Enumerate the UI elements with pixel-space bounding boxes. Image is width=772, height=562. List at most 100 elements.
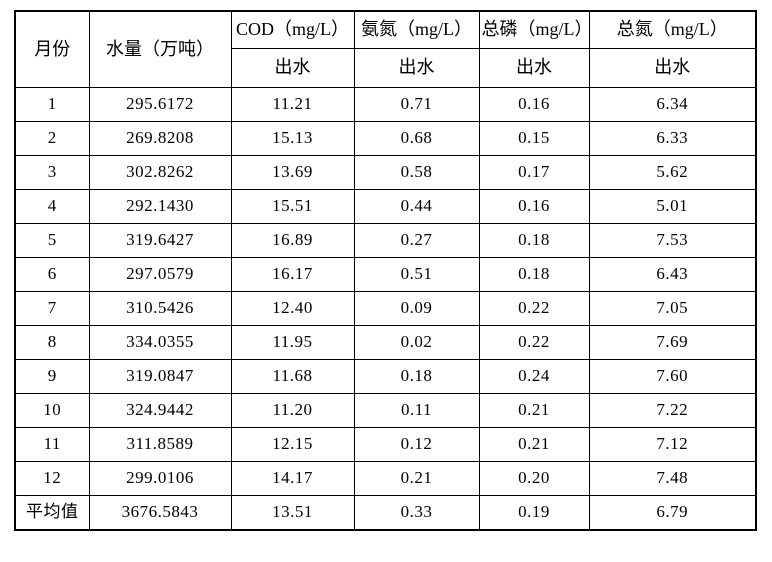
table-row: 4 292.1430 15.51 0.44 0.16 5.01 (14, 189, 757, 224)
table-cell: 14.17 (230, 461, 355, 496)
table-cell: 0.02 (353, 325, 480, 360)
table-cell: 3 (14, 155, 90, 190)
table-row: 10 324.9442 11.20 0.11 0.21 7.22 (14, 393, 757, 428)
table-cell: 7.53 (588, 223, 757, 258)
subheader-cod-effluent: 出水 (230, 48, 355, 88)
table-cell: 11.20 (230, 393, 355, 428)
table-row: 11 311.8589 12.15 0.12 0.21 7.12 (14, 427, 757, 462)
table-cell: 7.60 (588, 359, 757, 394)
table-cell: 0.18 (478, 223, 590, 258)
table-cell: 0.15 (478, 121, 590, 156)
table-cell: 0.21 (478, 393, 590, 428)
table-cell: 0.33 (353, 495, 480, 531)
table-cell: 0.21 (353, 461, 480, 496)
table-cell: 16.17 (230, 257, 355, 292)
table-cell: 299.0106 (88, 461, 232, 496)
table-cell: 0.58 (353, 155, 480, 190)
table-cell: 0.16 (478, 87, 590, 122)
table-cell: 0.18 (353, 359, 480, 394)
table-cell: 7.22 (588, 393, 757, 428)
table-cell: 0.24 (478, 359, 590, 394)
table-cell: 7.05 (588, 291, 757, 326)
table-cell: 319.0847 (88, 359, 232, 394)
table-cell: 0.21 (478, 427, 590, 462)
table-row: 8 334.0355 11.95 0.02 0.22 7.69 (14, 325, 757, 360)
table-cell: 269.8208 (88, 121, 232, 156)
subheader-ammonia-effluent: 出水 (353, 48, 480, 88)
table-cell: 12.40 (230, 291, 355, 326)
table-cell: 0.51 (353, 257, 480, 292)
table-cell: 0.44 (353, 189, 480, 224)
table-row: 6 297.0579 16.17 0.51 0.18 6.43 (14, 257, 757, 292)
table-cell: 6.33 (588, 121, 757, 156)
table-cell: 12.15 (230, 427, 355, 462)
table-cell: 0.22 (478, 291, 590, 326)
table-cell: 0.16 (478, 189, 590, 224)
table-header-row-effluent: 出水 出水 出水 出水 (15, 48, 757, 88)
table-cell: 319.6427 (88, 223, 232, 258)
table-row: 12 299.0106 14.17 0.21 0.20 7.48 (14, 461, 757, 496)
table-cell: 7.48 (588, 461, 757, 496)
table-cell: 0.20 (478, 461, 590, 496)
table-cell: 0.22 (478, 325, 590, 360)
table-cell: 0.68 (353, 121, 480, 156)
table-cell: 4 (14, 189, 90, 224)
subheader-total-phosphorus-effluent: 出水 (478, 48, 590, 88)
table-cell: 0.27 (353, 223, 480, 258)
table-cell: 6.34 (588, 87, 757, 122)
header-cod: COD（mg/L） (230, 10, 355, 49)
table-body: 1 295.6172 11.21 0.71 0.16 6.34 2 269.8208 15.13… (14, 87, 757, 531)
table-cell: 11.68 (230, 359, 355, 394)
header-total-phosphorus: 总磷（mg/L） (478, 10, 590, 49)
table-cell: 0.12 (353, 427, 480, 462)
table-cell: 5.62 (588, 155, 757, 190)
table-cell: 16.89 (230, 223, 355, 258)
table-cell: 0.09 (353, 291, 480, 326)
table-cell: 11.95 (230, 325, 355, 360)
header-ammonia: 氨氮（mg/L） (353, 10, 480, 49)
table-cell: 10 (14, 393, 90, 428)
table-cell: 15.13 (230, 121, 355, 156)
table-cell: 310.5426 (88, 291, 232, 326)
table-header-row-params: 月份 水量（万吨） COD（mg/L） 氨氮（mg/L） 总磷（mg/L） 总氮… (14, 10, 757, 88)
table-cell: 11.21 (230, 87, 355, 122)
table-cell: 2 (14, 121, 90, 156)
table-row-average: 平均值 3676.5843 13.51 0.33 0.19 6.79 (14, 495, 757, 531)
table-cell: 0.19 (478, 495, 590, 531)
table-cell: 11 (14, 427, 90, 462)
subheader-total-nitrogen-effluent: 出水 (588, 48, 757, 88)
water-quality-table: 月份 水量（万吨） COD（mg/L） 氨氮（mg/L） 总磷（mg/L） 总氮… (14, 10, 757, 531)
table-row: 5 319.6427 16.89 0.27 0.18 7.53 (14, 223, 757, 258)
table-cell: 324.9442 (88, 393, 232, 428)
table-cell: 7.12 (588, 427, 757, 462)
table-row: 7 310.5426 12.40 0.09 0.22 7.05 (14, 291, 757, 326)
table-cell: 13.51 (230, 495, 355, 531)
table-cell: 0.18 (478, 257, 590, 292)
table-cell: 1 (14, 87, 90, 122)
table-cell: 6 (14, 257, 90, 292)
table-cell: 311.8589 (88, 427, 232, 462)
table-cell: 3676.5843 (88, 495, 232, 531)
header-month: 月份 (14, 10, 90, 88)
table-cell: 15.51 (230, 189, 355, 224)
header-water-volume: 水量（万吨） (88, 10, 232, 88)
table-cell: 平均值 (14, 495, 90, 531)
table-cell: 0.11 (353, 393, 480, 428)
table-cell: 7.69 (588, 325, 757, 360)
table-cell: 8 (14, 325, 90, 360)
table-cell: 12 (14, 461, 90, 496)
table-cell: 0.17 (478, 155, 590, 190)
table-header: 月份 水量（万吨） COD（mg/L） 氨氮（mg/L） 总磷（mg/L） 总氮… (14, 10, 757, 88)
table-row: 3 302.8262 13.69 0.58 0.17 5.62 (14, 155, 757, 190)
table-cell: 334.0355 (88, 325, 232, 360)
table-row: 9 319.0847 11.68 0.18 0.24 7.60 (14, 359, 757, 394)
table-cell: 302.8262 (88, 155, 232, 190)
table-cell: 295.6172 (88, 87, 232, 122)
table-cell: 292.1430 (88, 189, 232, 224)
table-cell: 0.71 (353, 87, 480, 122)
header-total-nitrogen: 总氮（mg/L） (588, 10, 757, 49)
table-cell: 9 (14, 359, 90, 394)
table-row: 1 295.6172 11.21 0.71 0.16 6.34 (14, 87, 757, 122)
table-cell: 7 (14, 291, 90, 326)
